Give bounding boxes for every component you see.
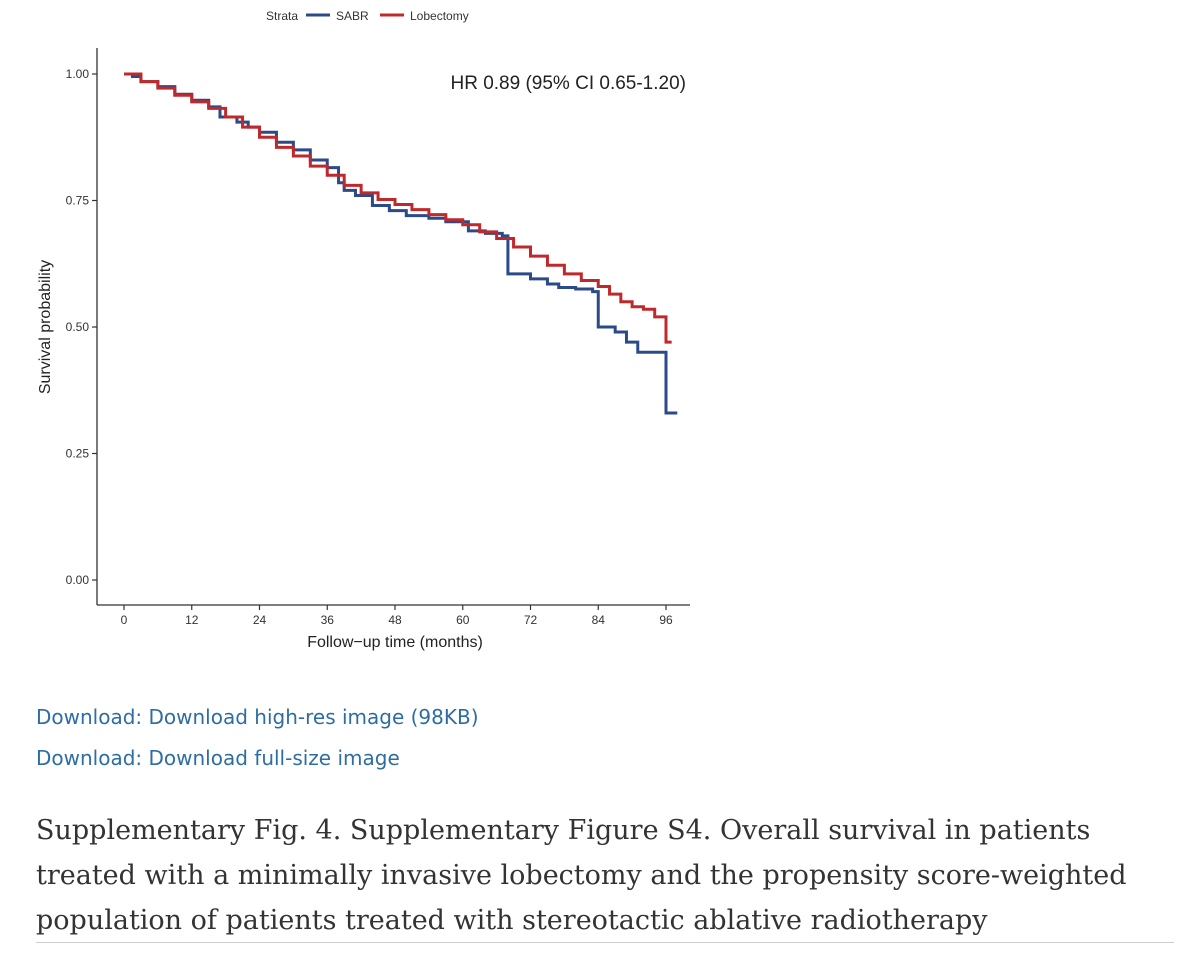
download-full-size-link[interactable]: Download: Download full-size image (36, 746, 400, 770)
y-axis-title: Survival probability (37, 260, 54, 394)
legend-label-lobectomy: Lobectomy (410, 9, 469, 23)
legend-label-sabr: SABR (336, 9, 369, 23)
x-tick-label: 0 (121, 613, 128, 627)
legend: Strata SABR Lobectomy (266, 9, 469, 23)
x-tick-label: 72 (524, 613, 538, 627)
y-tick-label: 0.50 (66, 320, 90, 334)
x-axis-title: Follow−up time (months) (307, 634, 483, 651)
figure-caption: Supplementary Fig. 4. Supplementary Figu… (36, 815, 1127, 936)
y-tick-label: 0.75 (66, 194, 90, 208)
x-tick-label: 36 (321, 613, 335, 627)
x-tick-label: 84 (592, 613, 606, 627)
x-tick-label: 48 (388, 613, 402, 627)
survival-curve-sabr (124, 72, 678, 415)
legend-title: Strata (266, 9, 298, 23)
hr-annotation: HR 0.89 (95% CI 0.65-1.20) (450, 73, 686, 94)
y-tick-label: 1.00 (66, 67, 90, 81)
y-tick-label: 0.25 (66, 447, 90, 461)
survival-curve-lobectomy (124, 72, 672, 344)
series-layer (124, 72, 678, 415)
divider (36, 942, 1174, 943)
axes: 0.00 0.25 0.50 0.75 1.00 0 12 24 36 48 60 72 84 96 (66, 48, 690, 627)
x-tick-label: 96 (659, 613, 673, 627)
download-high-res-link[interactable]: Download: Download high-res image (98KB) (36, 705, 479, 729)
survival-chart: Strata SABR Lobectomy 0.00 0.25 0.50 0.75 1.… (37, 9, 690, 651)
x-tick-label: 60 (456, 613, 470, 627)
x-tick-label: 12 (185, 613, 199, 627)
x-tick-label: 24 (253, 613, 267, 627)
y-tick-label: 0.00 (66, 573, 90, 587)
